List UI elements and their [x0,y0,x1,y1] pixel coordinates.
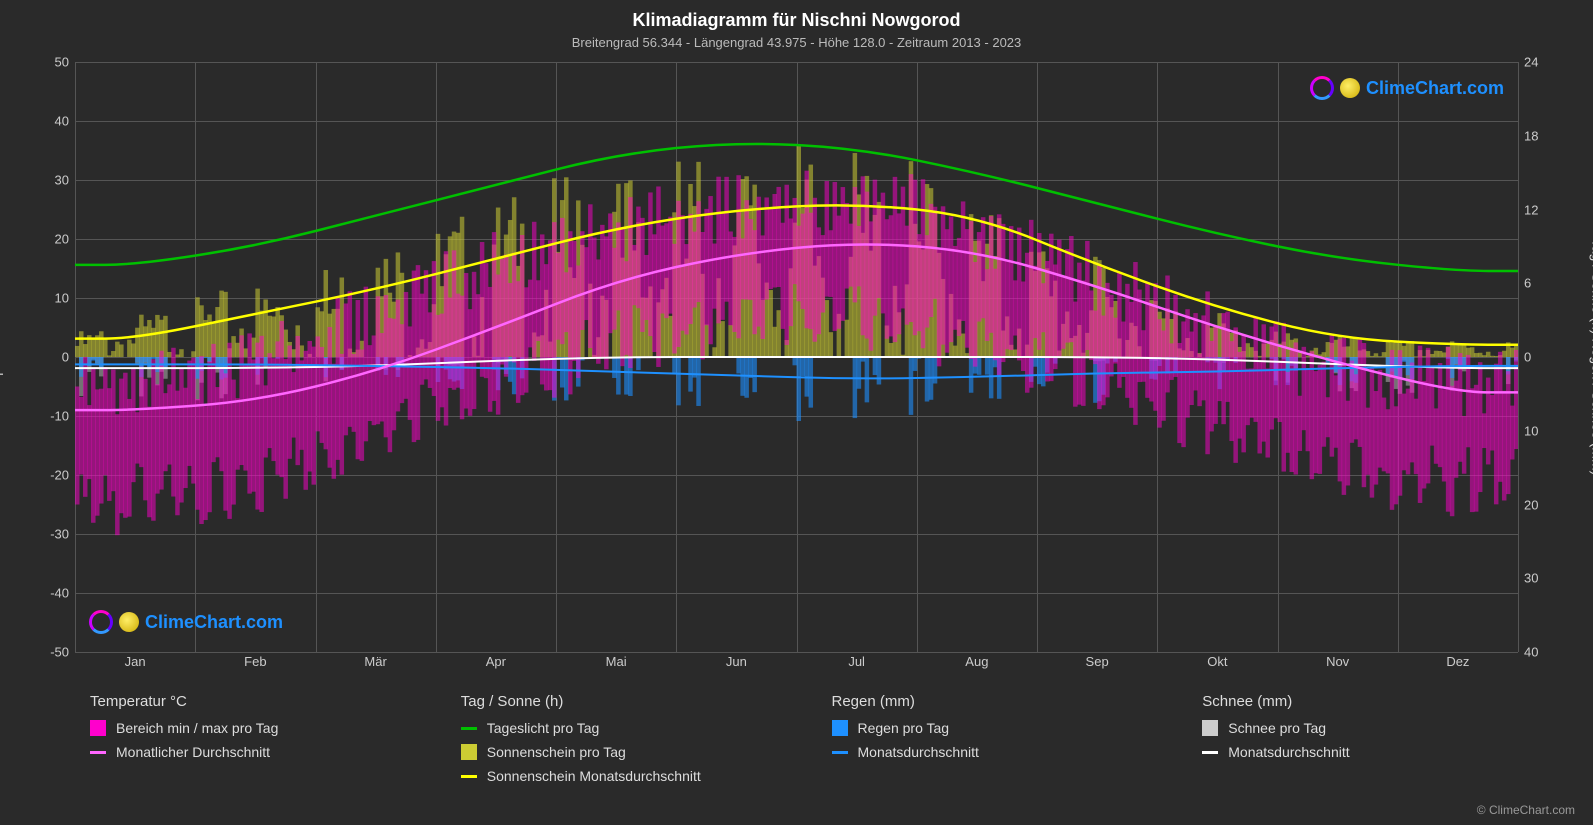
x-tick-month: Feb [244,654,266,669]
y-axis-left-label: Temperatur °C [0,312,3,402]
y-tick-left: -50 [15,645,75,660]
y-tick-right-hours: 0 [1518,350,1578,365]
plot-svg [75,62,1518,652]
y-tick-right-hours: 18 [1518,128,1578,143]
x-tick-month: Mär [364,654,386,669]
x-tick-month: Jun [726,654,747,669]
legend-label: Schnee pro Tag [1228,720,1326,736]
y-tick-right-hours: 24 [1518,55,1578,70]
copyright: © ClimeChart.com [1477,803,1575,817]
legend-swatch [832,751,848,754]
y-tick-right-hours: 12 [1518,202,1578,217]
legend-label: Bereich min / max pro Tag [116,720,278,736]
legend-col-snow: Schnee (mm) Schnee pro Tag Monatsdurchsch… [1202,693,1533,792]
legend-swatch [461,727,477,730]
x-tick-month: Sep [1086,654,1109,669]
legend-swatch [90,751,106,754]
legend-label: Monatsdurchschnitt [1228,744,1349,760]
legend-swatch [461,775,477,778]
legend-label: Sonnenschein Monatsdurchschnitt [487,768,701,784]
y-tick-left: -30 [15,527,75,542]
y-tick-right-hours: 6 [1518,276,1578,291]
x-tick-month: Okt [1207,654,1227,669]
y-tick-left: -20 [15,468,75,483]
y-tick-left: 30 [15,173,75,188]
legend-item: Sonnenschein Monatsdurchschnitt [461,768,792,784]
chart-area: Temperatur °C Tag / Sonne (h) Regen / Sc… [75,62,1518,653]
legend-swatch [832,720,848,736]
legend-col-sun: Tag / Sonne (h) Tageslicht pro Tag Sonnen… [461,693,792,792]
y-axis-left: 50403020100-10-20-30-40-50 [15,62,75,652]
legend-swatch [1202,720,1218,736]
legend-swatch [90,720,106,736]
x-axis: Jan Feb Mär Apr Mai Jun Jul Aug Sep Okt Nov Dez [75,654,1518,674]
y-tick-left: 0 [15,350,75,365]
x-tick-month: Apr [486,654,506,669]
y-tick-left: -40 [15,586,75,601]
legend-item: Tageslicht pro Tag [461,720,792,736]
y-tick-left: 40 [15,114,75,129]
legend-item: Monatsdurchschnitt [1202,744,1533,760]
x-tick-month: Dez [1446,654,1469,669]
legend-swatch [461,744,477,760]
x-tick-month: Nov [1326,654,1349,669]
y-tick-right-mm: 40 [1518,645,1578,660]
legend-col-temperature: Temperatur °C Bereich min / max pro Tag M… [90,693,421,792]
legend-item: Bereich min / max pro Tag [90,720,421,736]
x-tick-month: Mai [606,654,627,669]
legend-head: Temperatur °C [90,693,421,710]
x-tick-month: Jul [848,654,865,669]
legend-item: Sonnenschein pro Tag [461,744,792,760]
legend-label: Sonnenschein pro Tag [487,744,626,760]
x-tick-month: Jan [125,654,146,669]
legend-label: Monatsdurchschnitt [858,744,979,760]
y-tick-right-mm: 20 [1518,497,1578,512]
chart-subtitle: Breitengrad 56.344 - Längengrad 43.975 -… [0,31,1593,50]
legend-item: Monatlicher Durchschnitt [90,744,421,760]
legend-item: Regen pro Tag [832,720,1163,736]
legend-head: Tag / Sonne (h) [461,693,792,710]
y-tick-left: -10 [15,409,75,424]
legend-head: Regen (mm) [832,693,1163,710]
y-tick-left: 10 [15,291,75,306]
legend-item: Monatsdurchschnitt [832,744,1163,760]
y-axis-right: 2418126010203040 [1518,62,1578,652]
legend-label: Regen pro Tag [858,720,950,736]
legend-label: Monatlicher Durchschnitt [116,744,270,760]
legend-col-rain: Regen (mm) Regen pro Tag Monatsdurchschni… [832,693,1163,792]
legend-swatch [1202,751,1218,754]
x-tick-month: Aug [965,654,988,669]
y-tick-left: 20 [15,232,75,247]
y-tick-right-mm: 10 [1518,423,1578,438]
legend: Temperatur °C Bereich min / max pro Tag M… [90,693,1533,792]
y-tick-right-mm: 30 [1518,571,1578,586]
chart-title: Klimadiagramm für Nischni Nowgorod [0,0,1593,31]
legend-label: Tageslicht pro Tag [487,720,600,736]
legend-item: Schnee pro Tag [1202,720,1533,736]
legend-head: Schnee (mm) [1202,693,1533,710]
y-tick-left: 50 [15,55,75,70]
